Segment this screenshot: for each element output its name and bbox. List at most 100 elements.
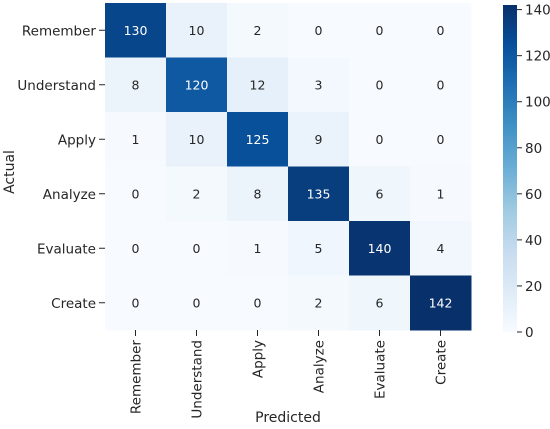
y-axis-title: Actual — [2, 150, 18, 194]
heatmap-cell — [227, 166, 289, 222]
cell-value-label: 0 — [437, 77, 445, 92]
cell-value-label: 142 — [429, 295, 453, 310]
x-tick-label: Analyze — [312, 340, 328, 393]
cell-value-label: 125 — [246, 132, 270, 147]
heatmap-cell — [349, 57, 411, 113]
colorbar-tick-label: 140 — [525, 3, 550, 19]
x-axis-ticks: Remember Understand Apply Analyze Evaluate Cr… — [129, 330, 450, 419]
cell-value-label: 10 — [189, 132, 205, 147]
cell-value-label: 120 — [185, 77, 209, 92]
heatmap-cell — [227, 275, 289, 331]
cell-value-label: 0 — [132, 186, 140, 201]
heatmap-cell — [288, 3, 350, 58]
y-tick-label: Evaluate — [37, 241, 96, 257]
heatmap-cell — [166, 112, 228, 167]
y-tick-label: Understand — [17, 78, 96, 94]
heatmap-cell — [410, 112, 472, 167]
y-axis-ticks: Remember Understand Apply Analyze Evaluate Cr… — [17, 23, 105, 312]
heatmap-cell — [410, 3, 472, 58]
colorbar-tick-label: 20 — [525, 279, 542, 295]
cell-value-label: 6 — [376, 186, 384, 201]
heatmap-cell — [410, 275, 472, 331]
y-tick-label: Remember — [22, 23, 97, 39]
heatmap-cell — [105, 166, 167, 222]
heatmap-cell — [349, 112, 411, 167]
cell-value-label: 0 — [254, 295, 262, 310]
x-tick-label: Apply — [251, 340, 267, 378]
heatmap-cell — [105, 112, 167, 167]
heatmap-cell — [227, 57, 289, 113]
heatmap-cell — [349, 3, 411, 58]
heatmap-cell — [105, 275, 167, 331]
cell-value-label: 1 — [254, 241, 262, 256]
cell-value-label: 0 — [376, 23, 384, 38]
cell-value-label: 1 — [132, 132, 140, 147]
heatmap-cell — [105, 57, 167, 113]
heatmap-cell — [227, 221, 289, 276]
cell-value-label: 10 — [189, 23, 205, 38]
x-tick-label: Remember — [129, 340, 145, 415]
cell-value-label: 130 — [124, 23, 148, 38]
heatmap-cell — [410, 57, 472, 113]
cell-value-label: 0 — [376, 132, 384, 147]
colorbar — [503, 5, 517, 332]
heatmap-cell — [410, 221, 472, 276]
cell-value-label: 4 — [437, 241, 445, 256]
heatmap-cell-labels: 130 10 2 0 0 08 120 12 3 0 01 10 125 9 0 00 2 8 135 6 10 0 1 5 1… — [124, 23, 453, 311]
heatmap-cell — [349, 166, 411, 222]
x-tick-label: Understand — [190, 340, 206, 419]
heatmap-cell — [105, 221, 167, 276]
cell-value-label: 5 — [315, 241, 323, 256]
cell-value-label: 0 — [193, 295, 201, 310]
colorbar-ticks: 0 20 40 60 80 100 120 140 — [517, 3, 550, 341]
colorbar-tick-label: 60 — [525, 187, 542, 203]
cell-value-label: 8 — [254, 186, 262, 201]
cell-value-label: 1 — [437, 186, 445, 201]
heatmap-cell — [166, 3, 228, 58]
heatmap-cell — [410, 166, 472, 222]
heatmap-cell — [288, 166, 350, 222]
x-axis-title: Predicted — [255, 410, 321, 426]
heatmap-cell — [166, 57, 228, 113]
colorbar-tick-label: 40 — [525, 233, 542, 249]
cell-value-label: 3 — [315, 77, 323, 92]
cell-value-label: 140 — [368, 241, 392, 256]
y-tick-label: Analyze — [43, 187, 96, 203]
cell-value-label: 0 — [437, 23, 445, 38]
heatmap-cell — [288, 221, 350, 276]
cell-value-label: 12 — [250, 77, 266, 92]
colorbar-tick-label: 100 — [525, 95, 550, 111]
heatmap-cell — [227, 3, 289, 58]
heatmap-cell — [349, 275, 411, 331]
cell-value-label: 0 — [132, 241, 140, 256]
heatmap-cell — [166, 166, 228, 222]
colorbar-tick-label: 80 — [525, 141, 542, 157]
heatmap-cell — [349, 221, 411, 276]
cell-value-label: 8 — [132, 77, 140, 92]
x-tick-label: Create — [434, 340, 450, 385]
colorbar-tick-label: 120 — [525, 49, 550, 65]
heatmap-cell — [166, 275, 228, 331]
cell-value-label: 135 — [307, 186, 331, 201]
cell-value-label: 0 — [132, 295, 140, 310]
cell-value-label: 9 — [315, 132, 323, 147]
y-tick-label: Create — [51, 296, 96, 312]
x-tick-label: Evaluate — [373, 340, 389, 399]
cell-value-label: 6 — [376, 295, 384, 310]
cell-value-label: 0 — [376, 77, 384, 92]
heatmap-cell — [166, 221, 228, 276]
cell-value-label: 0 — [315, 23, 323, 38]
heatmap-cell — [227, 112, 289, 167]
y-tick-label: Apply — [58, 132, 96, 148]
heatmap-cells — [105, 3, 472, 331]
cell-value-label: 2 — [315, 295, 323, 310]
heatmap-cell — [288, 57, 350, 113]
heatmap-cell — [288, 275, 350, 331]
cell-value-label: 0 — [193, 241, 201, 256]
heatmap-cell — [288, 112, 350, 167]
heatmap-cell — [105, 3, 167, 58]
cell-value-label: 2 — [254, 23, 262, 38]
colorbar-tick-label: 0 — [525, 325, 534, 341]
cell-value-label: 0 — [437, 132, 445, 147]
